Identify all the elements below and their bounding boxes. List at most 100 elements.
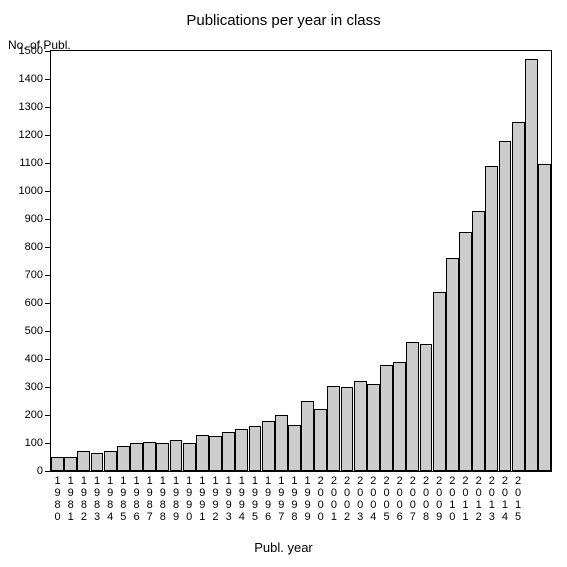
- y-tick: [45, 219, 51, 220]
- x-tick-label: 2 0 0 3: [355, 475, 365, 523]
- x-tick-label: 2 0 0 5: [382, 475, 392, 523]
- bar: [314, 409, 327, 471]
- y-tick-label: 900: [25, 213, 43, 225]
- x-tick-label: 1 9 8 5: [118, 475, 128, 523]
- x-tick-label: 1 9 9 0: [184, 475, 194, 523]
- x-tick-label: 2 0 1 4: [500, 475, 510, 523]
- bar: [64, 457, 77, 471]
- x-tick-label: 1 9 8 8: [158, 475, 168, 523]
- x-tick-label: 1 9 8 4: [105, 475, 115, 523]
- bar: [341, 387, 354, 471]
- y-tick-label: 0: [37, 465, 43, 477]
- plot-area: 0100200300400500600700800900100011001200…: [50, 50, 552, 472]
- bar: [104, 451, 117, 471]
- y-tick-label: 1300: [19, 101, 43, 113]
- bar: [143, 442, 156, 471]
- bar: [170, 440, 183, 471]
- y-tick: [45, 443, 51, 444]
- bar: [183, 443, 196, 471]
- y-tick-label: 300: [25, 381, 43, 393]
- x-tick-label: 2 0 0 0: [316, 475, 326, 523]
- bars-group: [51, 51, 551, 471]
- bar: [406, 342, 419, 471]
- x-tick-label: 2 0 0 1: [329, 475, 339, 523]
- bar: [288, 425, 301, 471]
- bar: [354, 381, 367, 471]
- bar: [485, 166, 498, 471]
- bar: [130, 443, 143, 471]
- y-tick: [45, 191, 51, 192]
- x-tick-label: 2 0 1 1: [460, 475, 470, 523]
- x-tick-label: 1 9 8 6: [132, 475, 142, 523]
- bar: [77, 451, 90, 471]
- bar: [235, 429, 248, 471]
- x-tick-label: 2 0 0 9: [434, 475, 444, 523]
- bar: [367, 384, 380, 471]
- y-tick: [45, 135, 51, 136]
- y-tick-label: 200: [25, 409, 43, 421]
- y-tick: [45, 415, 51, 416]
- bar: [446, 258, 459, 471]
- y-tick: [45, 79, 51, 80]
- x-tick-label: 2 0 1 2: [474, 475, 484, 523]
- bar: [196, 435, 209, 471]
- x-tick-label: 1 9 9 9: [303, 475, 313, 523]
- bar: [459, 232, 472, 471]
- y-tick: [45, 471, 51, 472]
- y-tick: [45, 275, 51, 276]
- bar: [117, 446, 130, 471]
- x-tick-label: 2 0 1 0: [447, 475, 457, 523]
- x-tick-label: 1 9 9 7: [276, 475, 286, 523]
- bar: [538, 164, 551, 471]
- bar: [156, 443, 169, 471]
- x-tick-label: 1 9 9 4: [237, 475, 247, 523]
- x-tick-label: 2 0 0 4: [368, 475, 378, 523]
- chart-title: Publications per year in class: [0, 12, 567, 29]
- y-tick: [45, 51, 51, 52]
- x-tick-label: 1 9 9 2: [210, 475, 220, 523]
- bar: [275, 415, 288, 471]
- y-tick-label: 1500: [19, 45, 43, 57]
- bar: [393, 362, 406, 471]
- x-tick-label: 1 9 9 1: [197, 475, 207, 523]
- x-tick-label: 1 9 9 5: [250, 475, 260, 523]
- y-tick: [45, 247, 51, 248]
- bar: [222, 432, 235, 471]
- bar: [249, 426, 262, 471]
- x-tick-label: 2 0 0 8: [421, 475, 431, 523]
- y-tick-label: 1400: [19, 73, 43, 85]
- y-tick-label: 1100: [19, 157, 43, 169]
- x-tick-label: 1 9 8 2: [79, 475, 89, 523]
- bar: [525, 59, 538, 471]
- x-tick-label: 1 9 8 9: [171, 475, 181, 523]
- x-tick-label: 2 0 0 2: [342, 475, 352, 523]
- chart-container: Publications per year in class No. of Pu…: [0, 0, 567, 567]
- x-tick-label: 1 9 8 3: [92, 475, 102, 523]
- bar: [499, 141, 512, 471]
- x-tick-label: 1 9 9 8: [289, 475, 299, 523]
- bar: [301, 401, 314, 471]
- bar: [91, 453, 104, 471]
- y-tick-label: 700: [25, 269, 43, 281]
- bar: [433, 292, 446, 471]
- x-tick-label: 2 0 0 7: [408, 475, 418, 523]
- y-tick-label: 800: [25, 241, 43, 253]
- y-tick: [45, 359, 51, 360]
- bar: [472, 211, 485, 471]
- bar: [209, 436, 222, 471]
- bar: [51, 457, 64, 471]
- bar: [512, 122, 525, 471]
- bar: [380, 365, 393, 471]
- bar: [420, 344, 433, 471]
- y-tick: [45, 303, 51, 304]
- y-tick-label: 400: [25, 353, 43, 365]
- x-tick-label: 1 9 9 3: [224, 475, 234, 523]
- x-tick-label: 2 0 1 3: [487, 475, 497, 523]
- x-tick-label: 1 9 8 7: [145, 475, 155, 523]
- x-tick-label: 1 9 8 0: [53, 475, 63, 523]
- x-tick-label: 2 0 1 5: [513, 475, 523, 523]
- y-tick-label: 100: [25, 437, 43, 449]
- x-tick-label: 1 9 9 6: [263, 475, 273, 523]
- bar: [262, 421, 275, 471]
- bar: [327, 386, 340, 471]
